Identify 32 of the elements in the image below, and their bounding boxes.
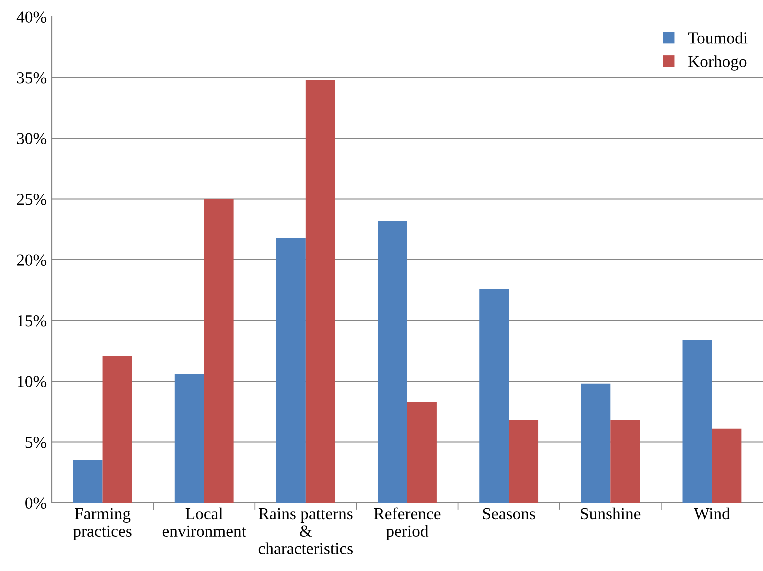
bar — [204, 199, 234, 503]
x-tick-label: Farming practices — [73, 508, 132, 540]
bar — [306, 80, 336, 503]
x-tick-label: Wind — [694, 508, 730, 520]
bar — [480, 289, 510, 503]
bar — [682, 340, 712, 503]
y-tick-label: 30% — [17, 133, 47, 144]
bar — [174, 374, 204, 503]
bar — [581, 384, 611, 503]
x-tick-label: Seasons — [483, 508, 536, 520]
bar — [378, 221, 408, 503]
y-tick-label: 15% — [18, 315, 47, 327]
legend-label: Toumodi — [688, 32, 748, 44]
y-tick-label: 40% — [16, 12, 47, 23]
y-tick-label: 25% — [17, 194, 47, 206]
bar — [712, 428, 742, 503]
bar — [102, 356, 132, 503]
bar — [276, 238, 306, 503]
y-tick-label: 10% — [18, 376, 47, 388]
bar — [408, 402, 437, 503]
x-tick-label: Reference period — [374, 508, 441, 540]
y-tick-label: 35% — [17, 72, 47, 84]
x-tick-label: Local environment — [162, 508, 246, 538]
x-tick-label: Sunshine — [581, 508, 641, 520]
y-tick-label: 20% — [17, 254, 47, 266]
bar — [509, 420, 539, 503]
y-tick-label: 0% — [26, 498, 47, 509]
x-tick-label: Rains patterns & characteristics — [258, 508, 353, 554]
bar — [73, 460, 103, 503]
y-tick-label: 5% — [26, 436, 47, 448]
bar — [610, 420, 640, 503]
legend-label: Korhogo — [688, 56, 747, 71]
